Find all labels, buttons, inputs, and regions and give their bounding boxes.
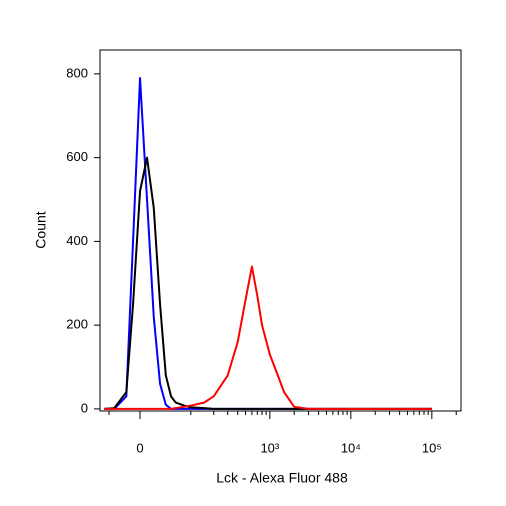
x-axis-label: Lck - Alexa Fluor 488 (216, 470, 348, 486)
plot-frame (99, 49, 462, 412)
histogram-line (104, 265, 432, 410)
y-tick-label: 600 (66, 149, 88, 164)
histogram-line (104, 156, 432, 410)
histogram-line (104, 77, 432, 410)
x-tick-label: 10⁴ (341, 440, 361, 455)
x-tick-label: 0 (136, 440, 143, 455)
x-tick-label: 10⁵ (422, 440, 442, 455)
y-axis-label: Count (33, 211, 49, 248)
y-tick-label: 0 (81, 400, 88, 415)
x-tick-label: 10³ (260, 440, 279, 455)
y-tick-label: 400 (66, 233, 88, 248)
y-tick-label: 800 (66, 65, 88, 80)
y-tick-label: 200 (66, 317, 88, 332)
